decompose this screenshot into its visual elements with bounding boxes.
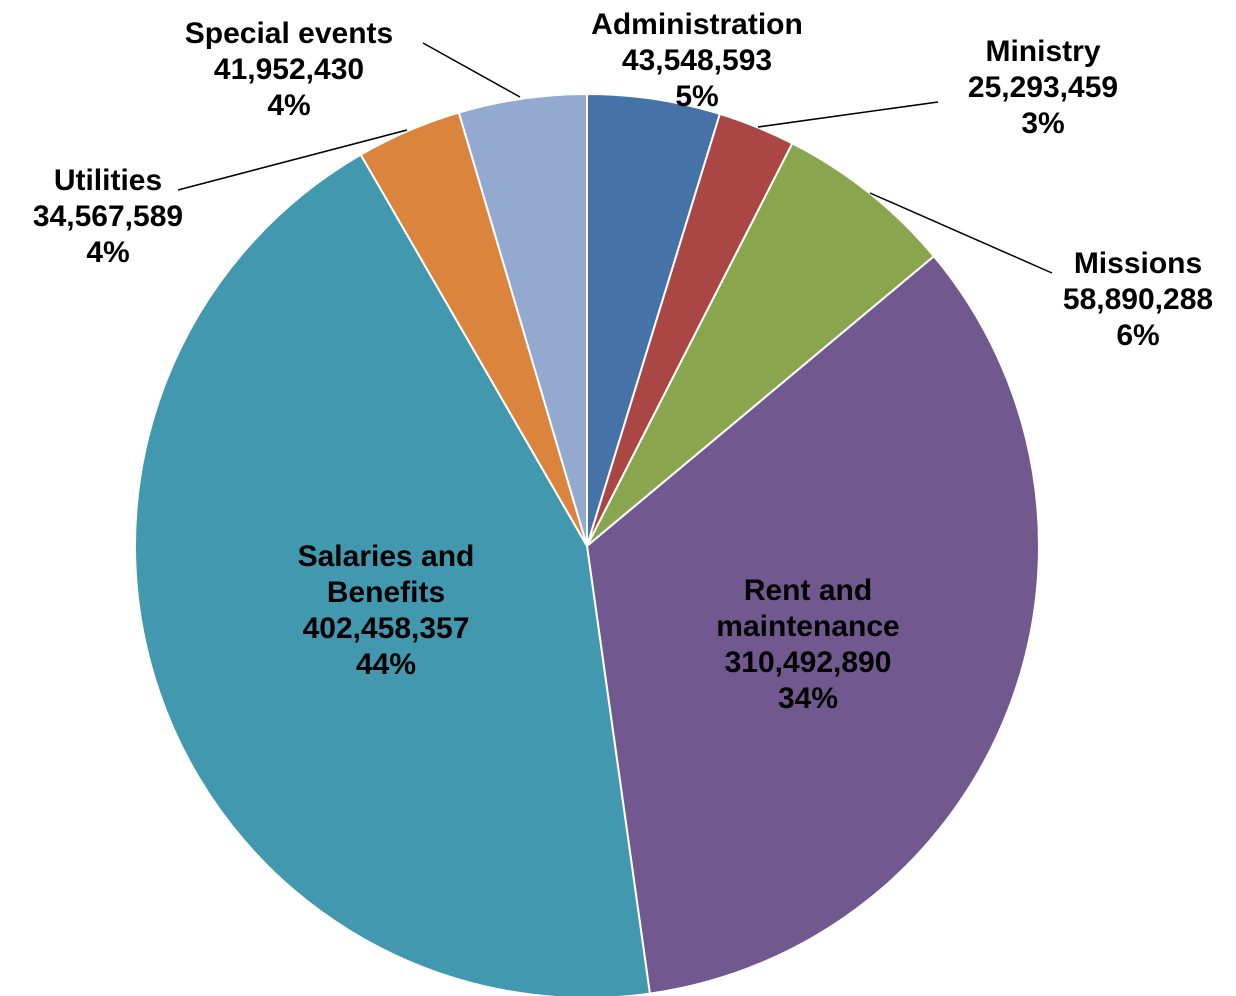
slice-label-missions: Missions 58,890,288 6% xyxy=(1063,247,1213,352)
slice-label-percent: 5% xyxy=(675,80,718,113)
slice-label-name: Ministry xyxy=(985,35,1100,68)
leader-line-ministry xyxy=(757,101,939,128)
leader-lines xyxy=(177,42,1053,274)
slice-label-utilities: Utilities 34,567,589 4% xyxy=(33,164,183,269)
slice-label-percent: 4% xyxy=(267,89,310,122)
slice-label-value: 402,458,357 xyxy=(303,612,470,645)
slice-label-name: Administration xyxy=(591,8,803,41)
slice-label-salaries-and-benefits: Salaries and Benefits 402,458,357 44% xyxy=(298,540,475,681)
pie-slice-salaries-and-benefits xyxy=(133,153,652,996)
leader-line-utilities xyxy=(177,129,408,191)
slice-label-name: maintenance xyxy=(716,610,899,643)
slice-label-value: 43,548,593 xyxy=(622,44,772,77)
slice-label-name: Salaries and xyxy=(298,540,475,573)
slice-label-percent: 3% xyxy=(1021,107,1064,140)
leader-line-special-events xyxy=(422,42,521,98)
slice-label-value: 41,952,430 xyxy=(214,53,364,86)
leader-line-missions xyxy=(869,192,1053,274)
slice-label-percent: 6% xyxy=(1116,319,1159,352)
slice-label-value: 58,890,288 xyxy=(1063,283,1213,316)
pie-slices xyxy=(133,92,1041,996)
slice-label-name: Missions xyxy=(1074,247,1202,280)
slice-label-name: Benefits xyxy=(327,576,445,609)
slice-label-value: 310,492,890 xyxy=(725,646,892,679)
slice-label-value: 34,567,589 xyxy=(33,200,183,233)
slice-label-percent: 34% xyxy=(778,682,838,715)
slice-label-administration: Administration 43,548,593 5% xyxy=(591,8,803,113)
slice-label-name: Rent and xyxy=(744,574,872,607)
pie-slice-rent-and-maintenance xyxy=(585,254,1041,995)
pie-slice-special-events xyxy=(457,92,588,547)
slice-label-name: Special events xyxy=(185,17,393,50)
slice-label-percent: 4% xyxy=(86,236,129,269)
slice-label-percent: 44% xyxy=(356,648,416,681)
slice-label-ministry: Ministry 25,293,459 3% xyxy=(968,35,1118,140)
slice-label-value: 25,293,459 xyxy=(968,71,1118,104)
slice-labels: Administration 43,548,593 5% Ministry 25,293… xyxy=(33,8,1213,715)
pie-slice-missions xyxy=(586,141,936,547)
slice-label-rent-and-maintenance: Rent and maintenance 310,492,890 34% xyxy=(716,574,899,715)
slice-label-special-events: Special events 41,952,430 4% xyxy=(185,17,393,122)
slice-label-name: Utilities xyxy=(54,164,162,197)
